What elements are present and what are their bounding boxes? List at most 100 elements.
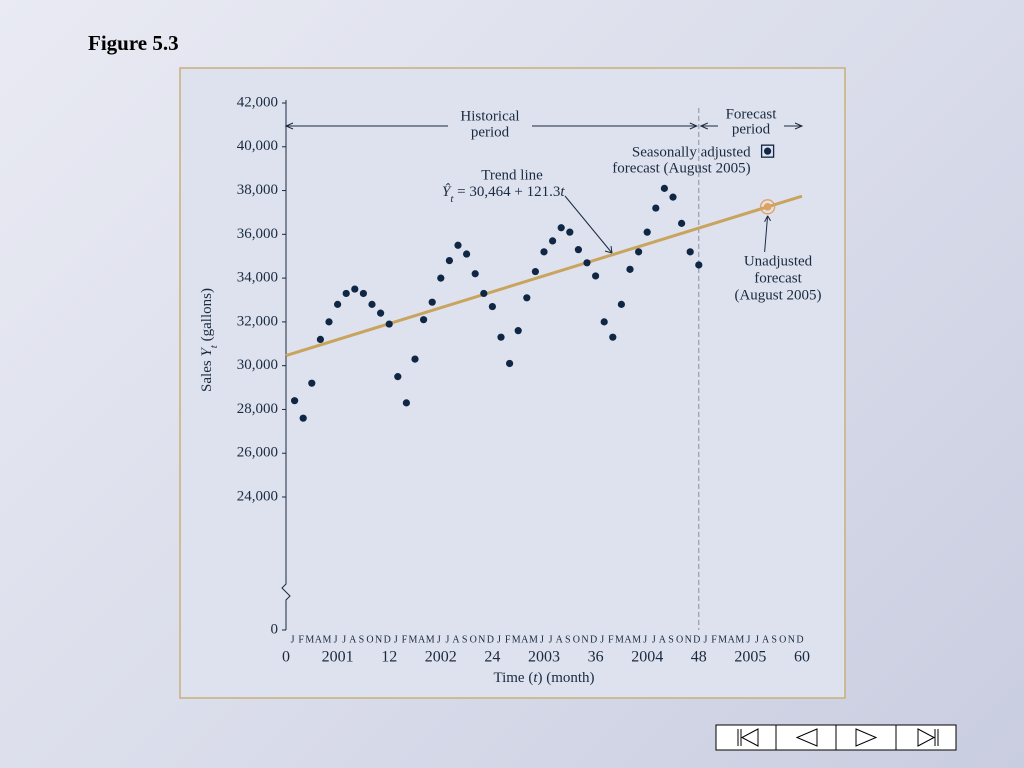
month-label: N xyxy=(685,634,692,645)
trend-pointer xyxy=(564,195,613,254)
year-label: 2003 xyxy=(528,649,560,666)
year-label: 2005 xyxy=(734,649,766,666)
month-label: A xyxy=(728,634,736,645)
chart-panel xyxy=(179,67,846,699)
data-point xyxy=(463,250,471,258)
month-label: J xyxy=(342,634,346,645)
month-label: F xyxy=(402,634,408,645)
last-slide-button[interactable] xyxy=(895,724,957,751)
month-label: S xyxy=(668,634,674,645)
next-slide-button[interactable] xyxy=(835,724,897,751)
x-tick-label: 12 xyxy=(381,649,397,666)
label-bg xyxy=(448,106,532,144)
data-point xyxy=(291,397,299,405)
year-label: 2002 xyxy=(425,649,457,666)
x-axis-label-part: ) (month) xyxy=(537,670,594,686)
next-icon xyxy=(855,728,878,747)
trend-line xyxy=(285,194,803,357)
y-axis-label-part: t xyxy=(208,344,220,348)
trend-equation-part: = 30,464 + 121.3 xyxy=(453,184,560,200)
month-label: J xyxy=(652,634,656,645)
x-tick-label: 24 xyxy=(484,649,500,666)
data-point xyxy=(428,298,436,306)
year-label: 2001 xyxy=(322,649,354,666)
month-label: J xyxy=(703,634,707,645)
data-point xyxy=(368,300,376,308)
previous-icon xyxy=(795,728,818,747)
data-point xyxy=(617,300,626,308)
month-label: A xyxy=(624,634,632,645)
data-point xyxy=(635,248,643,256)
unadjusted-pointer xyxy=(764,215,772,253)
data-point xyxy=(480,289,488,298)
y-axis xyxy=(281,100,291,630)
month-label: D xyxy=(796,634,803,645)
chart: 0 24,000 26,000 28,000 30,000 32,000 34,000 36,… xyxy=(199,94,821,686)
month-label: O xyxy=(779,634,786,645)
month-label: D xyxy=(693,634,700,645)
y-axis-label: Sales Yt (gallons) xyxy=(199,288,219,392)
data-point xyxy=(342,289,350,298)
data-point xyxy=(506,359,514,368)
trend-equation-part: t xyxy=(560,184,565,200)
data-point xyxy=(385,320,393,328)
month-label: J xyxy=(643,634,647,645)
month-label: A xyxy=(556,634,564,645)
forecast-label: period xyxy=(732,121,771,137)
y-tick-label: 32,000 xyxy=(237,313,278,329)
data-point xyxy=(557,224,565,232)
x-tick-label: 0 xyxy=(282,649,290,666)
data-point xyxy=(402,399,410,407)
data-point xyxy=(377,309,385,317)
unadjusted-forecast-label: forecast xyxy=(754,270,802,286)
forecast-label: Forecast xyxy=(726,106,778,122)
data-point xyxy=(351,285,359,293)
first-slide-button[interactable] xyxy=(715,724,777,751)
y-tick-label: 26,000 xyxy=(237,445,278,461)
month-label: S xyxy=(565,634,571,645)
seasonal-forecast xyxy=(764,147,772,155)
month-label: J xyxy=(549,634,553,645)
month-label: N xyxy=(581,634,588,645)
seasonal-forecast-label: forecast (August 2005) xyxy=(612,160,750,176)
month-label: D xyxy=(487,634,494,645)
label-bg xyxy=(718,106,784,140)
month-label: J xyxy=(540,634,544,645)
month-label: J xyxy=(755,634,759,645)
trend-equation: Ŷt = 30,464 + 121.3t xyxy=(442,183,565,204)
data-point xyxy=(308,379,316,387)
seasonal-forecast-label: Seasonally adjusted xyxy=(632,144,751,160)
data-point xyxy=(540,248,548,256)
data-point xyxy=(316,335,324,343)
data-point xyxy=(394,373,402,381)
data-point xyxy=(669,193,677,201)
month-label: M xyxy=(426,634,435,645)
month-label: N xyxy=(375,634,382,645)
month-label: S xyxy=(462,634,468,645)
historical-label: period xyxy=(471,124,510,140)
data-point xyxy=(359,289,367,298)
month-label: O xyxy=(573,634,580,645)
y-axis-label-part: Y xyxy=(199,347,215,357)
data-point xyxy=(574,246,583,254)
month-label: J xyxy=(334,634,338,645)
unadjusted-forecast-label: Unadjusted xyxy=(744,253,813,269)
data-point xyxy=(686,248,694,256)
data-point xyxy=(334,300,342,308)
previous-slide-button[interactable] xyxy=(775,724,837,751)
data-point xyxy=(643,228,651,236)
y-tick-label: 40,000 xyxy=(237,138,278,154)
month-label: M xyxy=(735,634,744,645)
month-label: A xyxy=(349,634,357,645)
month-label: M xyxy=(512,634,521,645)
y-tick-label: 36,000 xyxy=(237,226,278,242)
seasonal-forecast-box xyxy=(760,144,775,158)
month-label: D xyxy=(384,634,391,645)
data-point xyxy=(488,302,496,311)
data-point xyxy=(583,259,591,267)
month-label: O xyxy=(470,634,477,645)
month-label: J xyxy=(394,634,398,645)
data-point xyxy=(626,265,634,273)
